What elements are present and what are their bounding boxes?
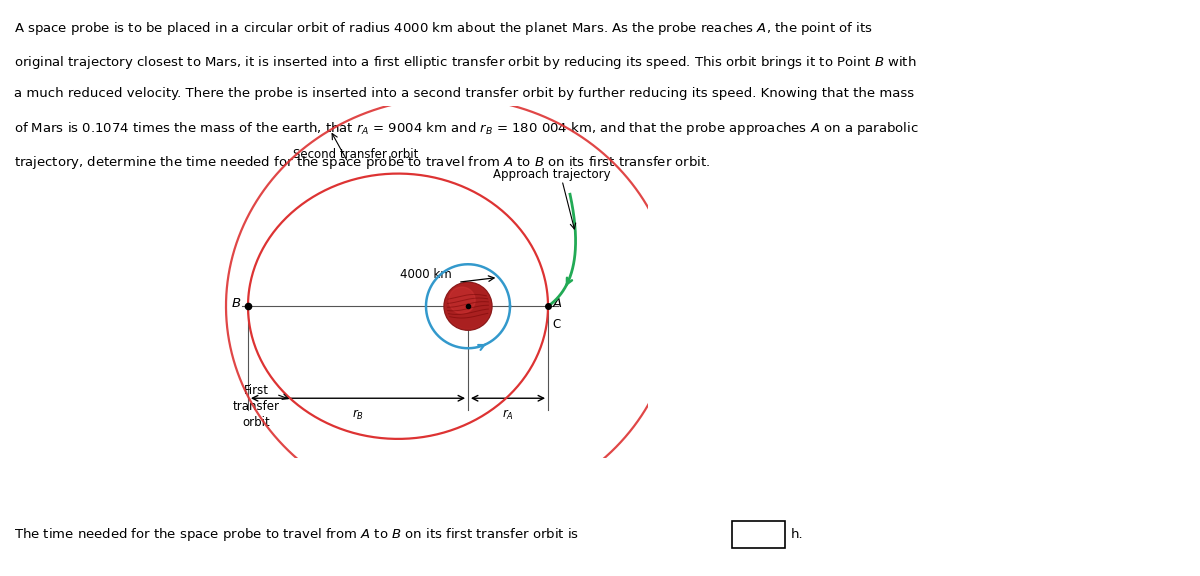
Text: A space probe is to be placed in a circular orbit of radius 4000 km about the pl: A space probe is to be placed in a circu… <box>14 20 872 37</box>
Text: trajectory, determine the time needed for the space probe to travel from $\it{A}: trajectory, determine the time needed fo… <box>14 154 710 171</box>
Text: original trajectory closest to Mars, it is inserted into a first elliptic transf: original trajectory closest to Mars, it … <box>14 54 917 71</box>
Text: First
transfer
orbit: First transfer orbit <box>233 384 280 429</box>
Bar <box>732 521 785 548</box>
Text: $r_B$: $r_B$ <box>352 408 364 422</box>
Text: C: C <box>553 318 562 331</box>
Text: O: O <box>472 311 481 324</box>
Circle shape <box>444 282 492 330</box>
Circle shape <box>449 287 475 313</box>
Text: Approach trajectory: Approach trajectory <box>493 168 611 181</box>
Text: a much reduced velocity. There the probe is inserted into a second transfer orbi: a much reduced velocity. There the probe… <box>14 87 914 100</box>
Text: A: A <box>553 297 562 309</box>
Circle shape <box>445 283 491 329</box>
Text: Second transfer orbit: Second transfer orbit <box>293 147 419 161</box>
Text: B: B <box>232 297 241 309</box>
Text: h.: h. <box>791 528 804 541</box>
Text: 4000 km: 4000 km <box>400 268 452 282</box>
Text: of Mars is 0.1074 times the mass of the earth, that $r_A$ = 9004 km and $r_B$ = : of Mars is 0.1074 times the mass of the … <box>14 120 919 138</box>
Text: The time needed for the space probe to travel from $\it{A}$ to $\it{B}$ on its f: The time needed for the space probe to t… <box>14 526 580 543</box>
Text: $r_A$: $r_A$ <box>502 408 514 422</box>
